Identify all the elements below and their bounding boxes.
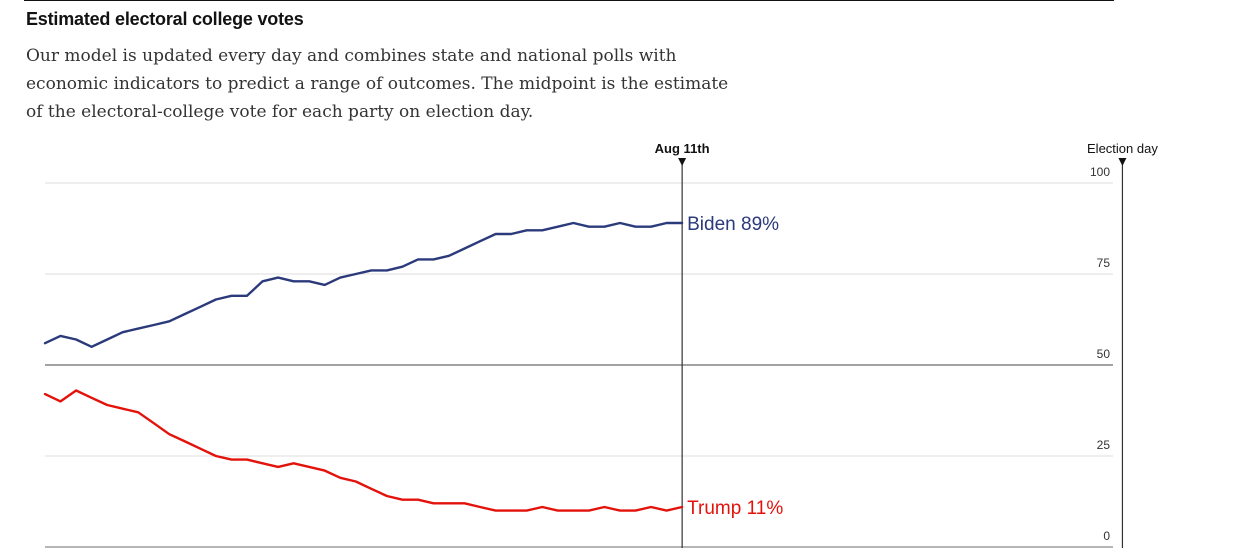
trump-line xyxy=(43,389,684,512)
y-tick-label-0: 0 xyxy=(1103,529,1110,543)
top-rule xyxy=(24,0,1114,1)
chart-subtitle: Our model is updated every day and combi… xyxy=(26,46,729,122)
current-date-arrow-icon xyxy=(678,158,687,166)
trump-end-label: Trump 11% xyxy=(687,498,783,519)
current-date-label: Aug 11th xyxy=(655,141,710,156)
election-day-label: Election day xyxy=(1087,141,1158,156)
y-tick-label-100: 100 xyxy=(1090,165,1110,179)
y-tick-label-75: 75 xyxy=(1097,256,1111,270)
election-day-arrow-icon xyxy=(1118,158,1127,166)
biden-line xyxy=(43,221,684,348)
chart-title: Estimated electoral college votes xyxy=(26,9,304,29)
date-markers: Aug 11th Election day xyxy=(655,141,1158,548)
series-lines xyxy=(43,221,684,512)
biden-end-label: Biden 89% xyxy=(687,214,779,235)
series-labels: Biden 89% Trump 11% xyxy=(687,214,783,519)
y-tick-label-50: 50 xyxy=(1097,347,1111,361)
gridlines: 0 25 50 75 100 xyxy=(45,165,1113,548)
y-tick-label-25: 25 xyxy=(1097,438,1111,452)
